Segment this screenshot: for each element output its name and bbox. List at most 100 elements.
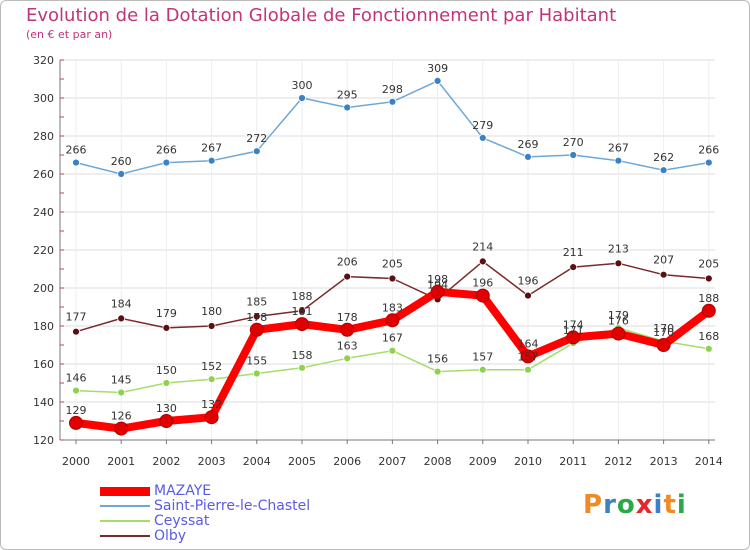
data-point-ceyssat [478,365,487,374]
data-label-ceyssat: 171 [563,324,584,337]
data-point-olby [252,312,261,321]
data-point-mazaye [611,326,626,341]
data-point-ceyssat [524,365,532,374]
legend-item-saint-pierre-le-chastel: Saint-Pierre-le-Chastel [100,498,311,514]
legend-swatch-olby [100,535,150,537]
data-label-saint-pierre-le-chastel: 260 [111,155,132,168]
y-tick-label: 200 [33,282,54,295]
y-tick-label: 300 [33,92,54,105]
data-point-mazaye [701,303,716,318]
x-tick-label: 2001 [107,455,135,468]
data-label-saint-pierre-le-chastel: 267 [201,142,222,155]
data-point-mazaye [159,414,174,428]
data-label-olby: 207 [653,254,674,267]
data-label-olby: 196 [518,275,539,288]
data-label-ceyssat: 163 [337,339,358,352]
data-point-saint-pierre-le-chastel [72,158,80,167]
data-label-olby: 214 [472,240,493,253]
data-point-saint-pierre-le-chastel [704,158,713,167]
data-label-saint-pierre-le-chastel: 266 [156,144,177,157]
data-label-olby: 194 [427,278,448,291]
x-tick-label: 2014 [695,455,723,468]
data-point-ceyssat [207,375,216,384]
data-label-mazaye: 181 [292,305,313,318]
data-label-ceyssat: 157 [472,351,493,364]
x-tick-label: 2002 [152,455,180,468]
legend-label-saint-pierre-le-chastel: Saint-Pierre-le-Chastel [154,498,311,514]
x-tick-label: 2010 [514,455,542,468]
data-label-ceyssat: 170 [653,322,674,335]
data-label-mazaye: 178 [246,311,267,324]
data-point-ceyssat [433,367,442,376]
data-point-olby [343,272,352,281]
data-label-mazaye: 129 [66,404,87,417]
legend-label-ceyssat: Ceyssat [154,513,210,529]
x-tick-label: 2004 [243,455,271,468]
data-point-ceyssat [72,386,80,395]
data-point-olby [388,274,397,283]
data-label-mazaye: 132 [201,398,222,411]
legend-swatch-ceyssat [100,520,150,522]
legend-label-mazaye: MAZAYE [154,483,212,499]
data-label-olby: 205 [698,258,719,271]
data-point-mazaye [114,421,129,436]
data-point-mazaye [249,322,264,337]
data-point-mazaye [385,313,400,328]
y-tick-label: 180 [33,320,54,333]
data-label-olby: 205 [382,258,403,271]
x-tick-label: 2012 [604,455,632,468]
x-tick-label: 2008 [424,455,452,468]
y-tick-label: 260 [33,168,54,181]
data-label-olby: 184 [111,297,132,310]
data-point-olby [478,257,487,266]
x-tick-label: 2011 [559,455,587,468]
data-point-saint-pierre-le-chastel [478,133,487,142]
data-point-ceyssat [252,369,261,378]
data-point-ceyssat [162,379,171,387]
data-point-saint-pierre-le-chastel [117,170,126,178]
data-point-saint-pierre-le-chastel [433,77,442,85]
data-label-saint-pierre-le-chastel: 270 [563,136,584,149]
data-point-ceyssat [298,363,306,372]
legend-swatch-saint-pierre-le-chastel [100,505,150,507]
data-point-mazaye [295,317,309,332]
data-point-mazaye [69,415,83,430]
y-tick-label: 280 [33,130,54,143]
data-label-ceyssat: 152 [201,360,222,373]
data-point-mazaye [656,338,671,352]
data-point-saint-pierre-le-chastel [659,166,668,175]
data-point-mazaye [521,349,535,364]
y-tick-label: 320 [33,54,54,67]
data-label-saint-pierre-le-chastel: 309 [427,62,448,75]
data-label-ceyssat: 156 [427,353,448,366]
data-label-ceyssat: 157 [518,351,539,364]
chart-subtitle: (en € et par an) [26,28,113,41]
x-tick-label: 2009 [469,455,497,468]
legend-item-olby: Olby [100,528,186,544]
data-label-mazaye: 188 [698,292,719,305]
data-label-mazaye: 170 [653,326,674,339]
data-point-olby [704,274,713,283]
data-point-mazaye [566,330,581,345]
data-label-saint-pierre-le-chastel: 267 [608,142,629,155]
data-label-ceyssat: 155 [246,355,267,368]
data-point-mazaye [475,288,490,303]
x-tick-label: 2007 [378,455,406,468]
data-label-mazaye: 183 [382,301,403,314]
data-label-saint-pierre-le-chastel: 279 [472,119,493,132]
data-label-ceyssat: 150 [156,364,177,377]
data-point-saint-pierre-le-chastel [252,147,261,156]
data-label-mazaye: 178 [337,311,358,324]
data-label-olby: 188 [292,290,313,303]
proxiti-logo: Proxiti [583,490,687,520]
data-label-mazaye: 196 [472,277,493,290]
data-label-ceyssat: 158 [292,349,313,362]
data-label-olby: 180 [201,305,222,318]
y-tick-label: 120 [33,434,54,447]
data-label-ceyssat: 145 [111,374,132,387]
data-point-ceyssat [704,344,713,353]
data-label-mazaye: 198 [427,273,448,286]
data-point-saint-pierre-le-chastel [343,103,352,112]
